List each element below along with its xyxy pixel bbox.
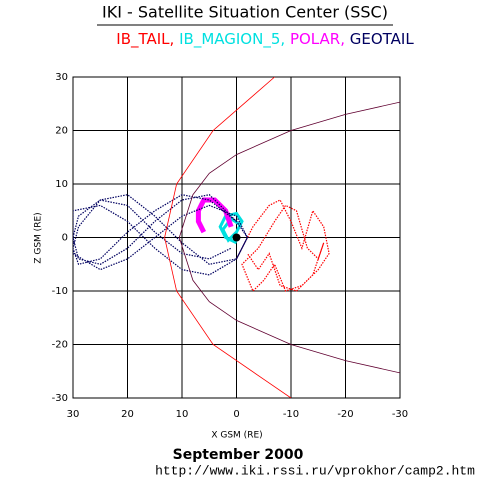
x-tick-label: -20 bbox=[337, 409, 353, 420]
y-tick-label: -10 bbox=[52, 286, 68, 297]
url: http://www.iki.rssi.ru/vprokhor/camp2.ht… bbox=[155, 463, 475, 478]
x-tick-label: 20 bbox=[121, 409, 134, 420]
y-tick-label: 30 bbox=[55, 72, 68, 83]
x-tick-label: 10 bbox=[176, 409, 189, 420]
date: September 2000 bbox=[173, 447, 304, 463]
y-tick-label: 10 bbox=[55, 179, 68, 190]
x-tick-label: 30 bbox=[67, 409, 80, 420]
legend-separator: , bbox=[280, 30, 285, 48]
x-tick-label: 0 bbox=[233, 409, 239, 420]
legend-entry: IB_MAGION_5 bbox=[179, 30, 280, 49]
orbit-line bbox=[235, 199, 330, 293]
y-tick-label: -20 bbox=[52, 340, 68, 351]
legend-entry: IB_TAIL bbox=[116, 30, 170, 49]
orbit-line bbox=[195, 197, 234, 234]
y-tick-label: -30 bbox=[52, 393, 68, 404]
legend-separator: , bbox=[340, 30, 345, 48]
earth bbox=[232, 233, 241, 242]
orbit-line bbox=[73, 194, 249, 276]
chart-title: IKI - Satellite Situation Center (SSC) bbox=[102, 3, 388, 22]
x-tick-label: -10 bbox=[283, 409, 299, 420]
y-axis-label: Z GSM (RE) bbox=[34, 212, 44, 263]
legend: IB_TAIL, IB_MAGION_5, POLAR, GEOTAIL bbox=[116, 30, 414, 49]
y-tick-label: 20 bbox=[55, 126, 68, 137]
x-tick-label: -30 bbox=[392, 409, 408, 420]
orbit-line bbox=[218, 211, 244, 245]
boundary-line bbox=[164, 77, 292, 398]
legend-separator: , bbox=[170, 30, 175, 48]
y-tick-label: 0 bbox=[62, 233, 68, 244]
legend-entry: POLAR bbox=[290, 30, 340, 48]
boundary-line bbox=[178, 101, 400, 374]
legend-entry: GEOTAIL bbox=[350, 30, 415, 48]
x-axis-label: X GSM (RE) bbox=[211, 431, 262, 441]
